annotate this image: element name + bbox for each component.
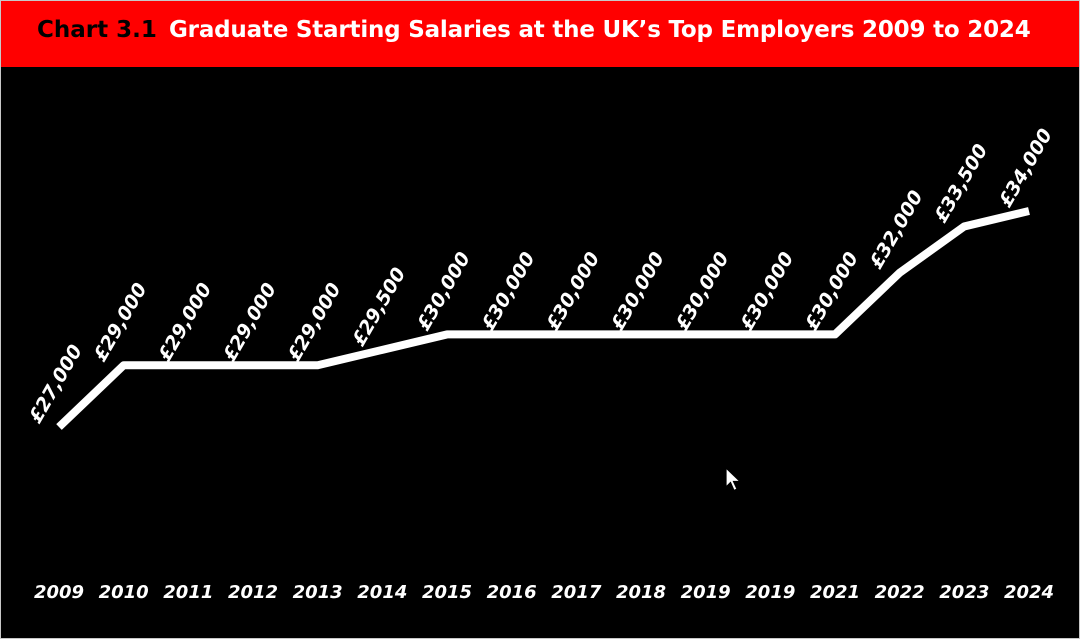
chart-number: Chart 3.1 [37,17,157,43]
x-tick-label: 2009 [34,582,84,603]
x-tick-label: 2013 [293,582,343,603]
data-label: £29,500 [348,264,410,350]
x-tick-label: 2019 [681,582,731,603]
data-label: £33,500 [930,140,992,226]
chart-title: Graduate Starting Salaries at the UK’s T… [169,17,1031,43]
x-tick-label: 2023 [939,582,989,603]
x-tick-label: 2017 [551,582,602,603]
value-labels: £27,000£29,000 £29,000 £29,000 £29,000 £29,5… [25,125,1057,427]
data-label: £30,000 [736,248,798,334]
x-tick-label: 2018 [616,582,666,603]
x-tick-label: 2015 [422,582,472,603]
data-label: £30,000 [542,248,604,334]
title-bar: Chart 3.1 Graduate Starting Salaries at … [1,1,1079,67]
data-label: £29,000 [154,279,216,365]
data-label: £34,000 [995,125,1057,211]
x-tick-label: 2021 [810,582,860,603]
data-label: £30,000 [413,248,475,334]
x-tick-label: 2014 [357,582,407,603]
line-chart: £27,000£29,000 £29,000 £29,000 £29,000 £29,5… [25,125,1057,603]
data-label: £30,000 [477,248,539,334]
year-labels: 2009 2010 2011 2012 2013 2014 2015 2016 2017 2018… [34,582,1054,603]
x-tick-label: 2024 [1004,582,1054,603]
x-tick-label: 2012 [228,582,278,603]
x-tick-label: 2010 [99,582,149,603]
data-label: £30,000 [607,248,669,334]
line-layer [56,207,1030,430]
data-label: £29,000 [283,279,345,365]
x-tick-label: 2022 [875,582,925,603]
x-tick-label: 2019 [745,582,795,603]
data-label: £30,000 [671,248,733,334]
data-label: £29,000 [89,279,151,365]
x-tick-label: 2016 [487,582,537,603]
arrow-cursor-icon [725,467,742,492]
salary-line [56,207,1030,430]
x-tick-label: 2011 [163,582,213,603]
data-label: £29,000 [219,279,281,365]
